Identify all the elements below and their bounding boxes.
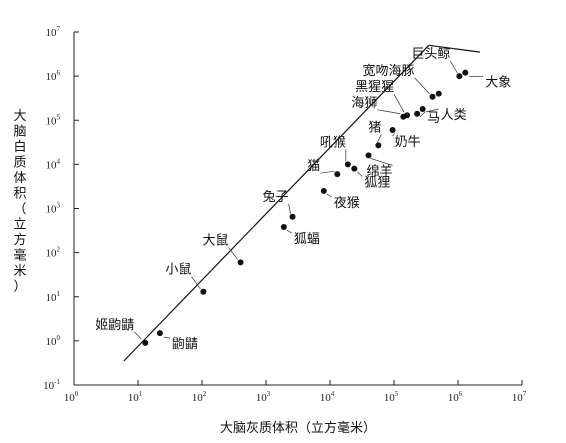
x-tick-label: 102 bbox=[192, 390, 207, 404]
data-point bbox=[156, 330, 163, 337]
y-tick-label: 102 bbox=[46, 246, 61, 260]
point-label: 猪 bbox=[368, 120, 381, 135]
x-tick-label: 104 bbox=[320, 390, 335, 404]
y-tick-label: 106 bbox=[46, 69, 61, 83]
y-tick-label: 103 bbox=[46, 202, 61, 216]
data-points bbox=[142, 69, 469, 346]
point-label: 奶牛 bbox=[395, 135, 421, 150]
data-point bbox=[289, 213, 296, 220]
label-leader bbox=[134, 331, 142, 340]
point-label: 大鼠 bbox=[203, 233, 229, 248]
point-label: 小鼠 bbox=[165, 263, 191, 278]
x-tick-label: 101 bbox=[128, 390, 143, 404]
data-point bbox=[237, 259, 244, 266]
data-point bbox=[419, 105, 426, 112]
label-leader bbox=[191, 276, 201, 289]
point-label: 大象 bbox=[485, 76, 511, 91]
data-point bbox=[142, 339, 149, 346]
point-label: 绵羊 bbox=[367, 163, 393, 179]
point-label: 兔子 bbox=[263, 190, 289, 205]
data-point bbox=[414, 110, 421, 117]
point-label: 姬鼩鼱 bbox=[95, 318, 134, 333]
data-point bbox=[435, 90, 442, 97]
label-leader bbox=[392, 132, 395, 137]
y-tick-label: 10-1 bbox=[43, 378, 60, 392]
y-tick-label: 107 bbox=[46, 25, 61, 39]
fit-line-group bbox=[123, 44, 480, 362]
label-leader bbox=[228, 247, 238, 260]
data-point bbox=[429, 93, 436, 100]
label-leader bbox=[393, 94, 405, 113]
point-label: 吼猴 bbox=[320, 135, 346, 150]
label-leader bbox=[425, 108, 439, 113]
y-tick-label: 105 bbox=[46, 113, 61, 127]
label-leader bbox=[320, 170, 335, 174]
label-leader bbox=[286, 229, 293, 234]
label-leader bbox=[326, 193, 332, 198]
x-tick-label: 103 bbox=[256, 390, 271, 404]
x-tick-label: 106 bbox=[448, 390, 463, 404]
point-label: 黑猩猩 bbox=[355, 80, 394, 95]
x-axis-title: 大脑灰质体积（立方毫米） bbox=[220, 420, 376, 436]
point-label: 马 bbox=[427, 111, 440, 126]
data-point bbox=[320, 187, 327, 194]
label-leader bbox=[163, 336, 170, 339]
point-label: 狐蝠 bbox=[294, 232, 320, 247]
label-leader bbox=[370, 158, 393, 166]
regression-line bbox=[123, 44, 430, 362]
data-point bbox=[200, 288, 207, 295]
point-label: 宽吻海豚 bbox=[363, 63, 415, 79]
point-label: 狐狸 bbox=[364, 176, 390, 191]
x-tick-label: 100 bbox=[64, 390, 79, 404]
y-tick-label: 101 bbox=[46, 290, 61, 304]
data-point bbox=[334, 171, 341, 178]
label-leader bbox=[419, 111, 426, 118]
point-label: 海狮 bbox=[351, 96, 377, 111]
x-tick-label: 107 bbox=[512, 390, 527, 404]
label-leader bbox=[414, 77, 430, 95]
point-label: 巨头鲸 bbox=[411, 47, 450, 62]
point-label: 鼩鼱 bbox=[172, 337, 198, 352]
data-point bbox=[462, 69, 469, 76]
data-point bbox=[456, 73, 463, 80]
label-leader bbox=[450, 60, 458, 74]
x-tick-label: 105 bbox=[384, 390, 399, 404]
data-point bbox=[404, 112, 411, 119]
y-axis-title: 大脑白质体积（立方毫米） bbox=[13, 109, 26, 295]
regression-line-extension bbox=[428, 44, 480, 53]
data-point bbox=[365, 152, 372, 159]
data-point bbox=[280, 224, 287, 231]
data-point bbox=[351, 165, 358, 172]
data-point bbox=[389, 127, 396, 134]
point-label: 猫 bbox=[307, 159, 320, 174]
label-leader bbox=[357, 171, 363, 177]
axis-titles: 大脑灰质体积（立方毫米） 大脑白质体积（立方毫米） bbox=[13, 109, 376, 436]
data-point bbox=[344, 161, 351, 168]
axes: 100 101 102 103 104 105 106 107 10-1 100 101 102 103… bbox=[43, 25, 527, 404]
point-label: 人类 bbox=[441, 108, 467, 123]
label-leader bbox=[377, 134, 382, 143]
data-point bbox=[375, 142, 382, 149]
y-tick-label: 100 bbox=[46, 334, 61, 348]
point-label: 夜猴 bbox=[334, 196, 360, 211]
label-leader bbox=[377, 109, 401, 115]
label-leader bbox=[288, 203, 291, 214]
y-tick-label: 104 bbox=[46, 157, 61, 171]
